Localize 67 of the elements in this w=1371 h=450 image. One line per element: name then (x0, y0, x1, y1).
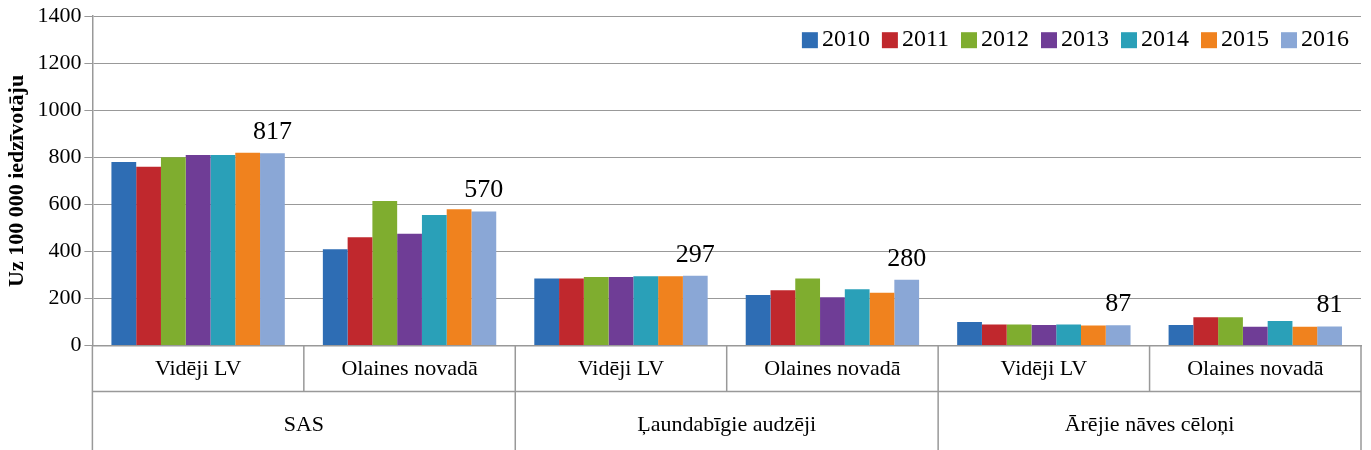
bar (957, 322, 982, 346)
data-label: 87 (1105, 287, 1132, 317)
bar (397, 233, 422, 346)
bar (658, 276, 683, 346)
bar (534, 278, 560, 346)
bar (820, 297, 845, 346)
legend-label: 2010 (821, 25, 870, 52)
data-label: 570 (464, 174, 504, 204)
bar (160, 157, 186, 346)
bar (1292, 326, 1318, 346)
y-tick-label: 1200 (37, 49, 82, 75)
bar (583, 276, 609, 346)
legend-label: 2016 (1301, 25, 1349, 52)
legend-label: 2013 (1061, 25, 1109, 52)
bar (633, 276, 659, 346)
legend-label: 2011 (901, 25, 949, 52)
legend-label: 2015 (1221, 25, 1269, 52)
y-tick-label: 0 (70, 331, 82, 357)
bar (421, 215, 447, 346)
data-label: 81 (1316, 289, 1343, 319)
y-axis-title: Uz 100 000 iedzīvotāju (2, 74, 28, 287)
bar (1193, 317, 1219, 346)
bar (322, 249, 348, 346)
bar (111, 162, 137, 346)
bar (446, 209, 472, 346)
y-tick-label: 600 (48, 190, 82, 216)
bar (1006, 324, 1032, 346)
text: Ārējie nāves cēloņi (1064, 411, 1235, 437)
bar (1267, 320, 1293, 346)
bar (682, 275, 708, 346)
bar (894, 279, 920, 346)
bar (559, 278, 584, 346)
y-tick-label: 1400 (37, 1, 82, 27)
y-tick-label: 1000 (37, 96, 82, 122)
y-tick-label: 400 (48, 237, 82, 263)
bar (795, 278, 821, 346)
bar (844, 289, 870, 346)
bar (471, 211, 497, 346)
bar (981, 324, 1007, 346)
legend-label: 2012 (981, 25, 1029, 52)
bar (235, 152, 261, 346)
bar (347, 237, 373, 346)
text: Ļaundabīgie audzēji (637, 411, 817, 437)
bar (210, 155, 236, 346)
bar (1317, 326, 1342, 346)
bar (770, 290, 796, 346)
bar (372, 200, 398, 346)
bar (1105, 325, 1131, 346)
data-label: 817 (252, 116, 292, 146)
bar (869, 292, 895, 346)
text: SAS (283, 411, 325, 437)
bar (185, 155, 211, 346)
data-label: 297 (675, 238, 715, 268)
bar (1168, 324, 1194, 346)
bar (1081, 325, 1106, 346)
bar (745, 295, 771, 346)
y-tick-label: 200 (48, 284, 82, 310)
legend-label: 2014 (1141, 25, 1189, 52)
bar (1218, 317, 1243, 346)
data-label: 280 (887, 242, 927, 272)
bar (1031, 324, 1057, 346)
bar (260, 153, 285, 346)
bar (1056, 324, 1081, 346)
bar (608, 276, 634, 346)
y-tick-label: 800 (48, 143, 82, 169)
bar (1242, 326, 1268, 346)
bar (136, 166, 161, 346)
